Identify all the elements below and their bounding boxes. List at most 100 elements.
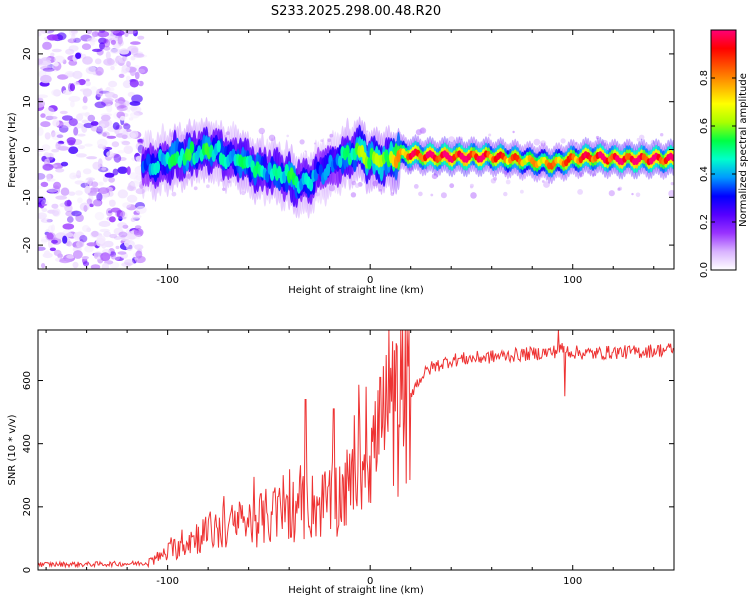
ridge-cell <box>265 170 270 183</box>
noise-speckle <box>135 188 145 195</box>
noise-speckle <box>79 235 88 243</box>
noise-speckle <box>85 81 91 87</box>
noise-speckle <box>70 100 75 108</box>
noise-speckle <box>118 216 123 222</box>
noise-speckle <box>91 230 99 237</box>
noise-speckle <box>102 132 107 137</box>
noise-speckle <box>49 247 57 252</box>
ridge-cell <box>146 153 151 166</box>
noise-speckle <box>328 184 336 192</box>
noise-speckle <box>73 127 79 136</box>
noise-speckle <box>520 189 524 194</box>
noise-speckle <box>57 140 65 145</box>
noise-speckle <box>579 172 584 177</box>
noise-speckle <box>87 114 96 122</box>
noise-speckle <box>85 66 98 75</box>
noise-speckle <box>577 189 583 195</box>
noise-speckle <box>66 254 75 259</box>
noise-speckle <box>101 262 109 269</box>
noise-speckle <box>76 241 85 248</box>
noise-speckle <box>112 122 120 130</box>
noise-speckle <box>299 139 305 145</box>
ridge-cell <box>345 144 350 158</box>
noise-speckle <box>131 214 142 219</box>
noise-speckle <box>351 180 357 186</box>
noise-speckle <box>75 153 87 158</box>
noise-speckle <box>68 82 73 92</box>
noise-speckle <box>102 175 108 183</box>
noise-speckle <box>84 178 89 187</box>
noise-speckle <box>126 104 131 113</box>
noise-speckle <box>126 61 131 67</box>
noise-speckle <box>100 252 111 262</box>
noise-speckle <box>118 48 130 55</box>
noise-speckle <box>98 37 107 44</box>
noise-speckle <box>52 119 60 127</box>
noise-speckle <box>115 210 126 218</box>
noise-speckle <box>86 242 97 247</box>
noise-speckle <box>108 210 112 214</box>
noise-speckle <box>469 183 474 188</box>
noise-speckle <box>86 156 98 160</box>
noise-speckle <box>117 251 127 255</box>
snr-xtick-label: 0 <box>367 576 373 587</box>
noise-speckle <box>94 211 105 221</box>
noise-speckle <box>38 127 44 136</box>
ridge-cell <box>325 163 331 177</box>
noise-speckle <box>126 129 132 132</box>
noise-speckle <box>68 30 78 36</box>
noise-speckle <box>126 244 133 251</box>
noise-speckle <box>138 80 144 87</box>
noise-speckle <box>73 250 83 259</box>
noise-speckle <box>193 186 198 191</box>
noise-speckle <box>72 261 79 269</box>
noise-speckle <box>126 75 131 82</box>
noise-speckle <box>51 224 55 232</box>
noise-speckle <box>108 80 118 88</box>
noise-speckle <box>126 166 131 176</box>
noise-speckle <box>112 168 119 176</box>
noise-speckle <box>118 231 128 238</box>
noise-speckle <box>73 37 81 43</box>
noise-speckle <box>135 205 147 214</box>
noise-speckle <box>133 230 142 235</box>
noise-speckle <box>320 139 324 143</box>
noise-speckle <box>41 57 52 61</box>
chart-title: S233.2025.298.00.48.R20 <box>271 4 441 19</box>
noise-speckle <box>51 48 62 53</box>
noise-speckle <box>53 181 61 190</box>
noise-speckle <box>92 48 102 53</box>
noise-speckle <box>137 35 145 40</box>
noise-speckle <box>68 118 78 126</box>
noise-speckle <box>448 136 455 144</box>
noise-speckle <box>76 113 84 121</box>
colorbar-tick-label: 0.0 <box>699 262 710 278</box>
snr-ytick-label: 600 <box>22 371 33 390</box>
noise-speckle <box>122 80 132 89</box>
noise-speckle <box>52 210 60 216</box>
noise-speckle <box>38 152 42 157</box>
noise-speckle <box>106 207 113 217</box>
noise-speckle <box>103 38 109 44</box>
noise-speckle <box>47 225 54 234</box>
noise-speckle <box>44 107 55 117</box>
noise-speckle <box>59 258 71 264</box>
noise-speckle <box>101 167 107 171</box>
noise-speckle <box>67 38 77 44</box>
ridge-cell <box>308 178 314 192</box>
noise-speckle <box>82 105 88 110</box>
noise-speckle <box>134 225 142 229</box>
noise-speckle <box>313 142 316 145</box>
colorbar-tick-label: 0.2 <box>699 214 710 230</box>
noise-speckle <box>38 215 46 219</box>
snr-ylabel: SNR (10 * v/v) <box>7 414 18 485</box>
noise-speckle <box>227 180 231 184</box>
noise-speckle <box>130 55 136 61</box>
noise-speckle <box>76 170 82 179</box>
noise-speckle <box>90 264 101 269</box>
noise-speckle <box>41 199 49 207</box>
noise-speckle <box>55 168 65 173</box>
colorbar-ticks: 0.0 0.2 0.4 0.6 0.8 <box>699 70 736 278</box>
